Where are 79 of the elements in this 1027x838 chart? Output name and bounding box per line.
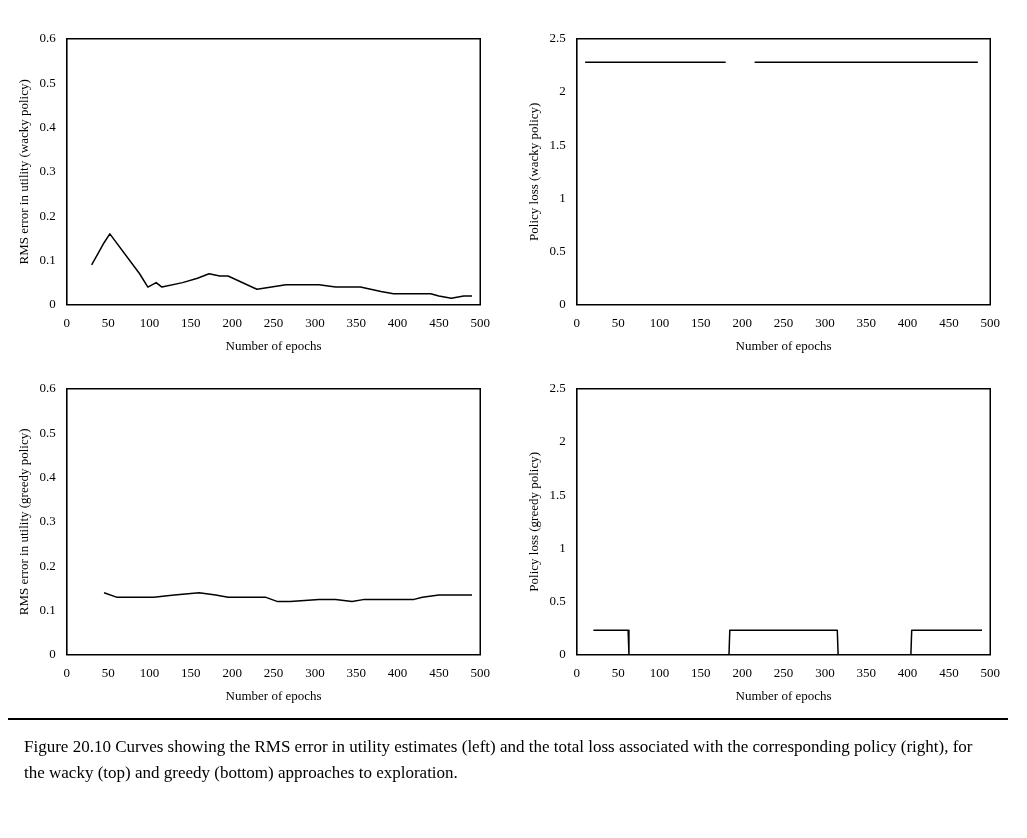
x-tick-label: 100 — [139, 315, 160, 331]
x-tick-label: 250 — [263, 665, 284, 681]
y-tick-label: 0.2 — [39, 207, 56, 223]
x-tick-label: 300 — [305, 315, 325, 331]
x-tick-label: 100 — [649, 315, 670, 331]
y-tick-label: 0 — [49, 296, 56, 312]
x-tick-label: 350 — [346, 315, 366, 331]
y-tick-label: 0.5 — [549, 593, 566, 609]
y-tick-label: 0 — [559, 296, 566, 312]
x-tick-label: 500 — [470, 665, 490, 681]
y-tick-label: 2 — [559, 433, 566, 449]
x-tick-label: 150 — [181, 315, 201, 331]
x-axis-title: Number of epochs — [225, 337, 322, 353]
x-tick-label: 500 — [980, 665, 1000, 681]
y-tick-label: 1 — [559, 189, 566, 205]
x-tick-label: 400 — [387, 665, 408, 681]
y-tick-label: 0.1 — [39, 251, 56, 267]
x-tick-label: 350 — [856, 665, 876, 681]
y-tick-label: 2 — [559, 83, 566, 99]
x-tick-label: 350 — [856, 315, 876, 331]
y-tick-label: 0.3 — [39, 513, 56, 529]
x-tick-label: 400 — [897, 665, 918, 681]
y-axis-title: RMS error in utility (greedy policy) — [16, 428, 32, 616]
y-tick-label: 0.5 — [39, 74, 56, 90]
x-tick-label: 400 — [387, 315, 408, 331]
y-tick-label: 0.5 — [39, 424, 56, 440]
y-tick-label: 0.4 — [39, 468, 57, 484]
x-tick-label: 200 — [732, 665, 752, 681]
x-tick-label: 300 — [815, 315, 835, 331]
x-tick-label: 450 — [429, 665, 449, 681]
x-tick-label: 0 — [573, 315, 581, 331]
x-tick-label: 250 — [773, 315, 794, 331]
y-tick-label: 1 — [559, 539, 566, 555]
x-tick-label: 350 — [346, 665, 366, 681]
y-tick-label: 2.5 — [549, 380, 566, 396]
x-tick-label: 200 — [732, 315, 752, 331]
y-tick-label: 0 — [49, 646, 56, 662]
y-tick-label: 0.5 — [549, 243, 566, 259]
x-tick-label: 250 — [773, 665, 794, 681]
x-tick-label: 0 — [63, 315, 71, 331]
x-tick-label: 50 — [611, 315, 625, 331]
x-tick-label: 100 — [139, 665, 160, 681]
x-tick-label: 450 — [939, 315, 959, 331]
x-axis-title: Number of epochs — [225, 687, 322, 703]
x-tick-label: 450 — [429, 315, 449, 331]
x-tick-label: 0 — [63, 665, 71, 681]
x-tick-label: 450 — [939, 665, 959, 681]
y-tick-label: 0.6 — [39, 30, 57, 46]
y-tick-label: 0.6 — [39, 380, 57, 396]
x-tick-label: 500 — [470, 315, 490, 331]
y-tick-label: 0.3 — [39, 163, 56, 179]
y-tick-label: 0.2 — [39, 557, 56, 573]
x-axis-title: Number of epochs — [735, 687, 832, 703]
y-axis-title: RMS error in utility (wacky policy) — [16, 79, 32, 265]
x-tick-label: 500 — [980, 315, 1000, 331]
y-tick-label: 1.5 — [549, 136, 566, 152]
y-tick-label: 2.5 — [549, 30, 566, 46]
y-tick-label: 0.4 — [39, 118, 57, 134]
x-tick-label: 50 — [611, 665, 625, 681]
x-tick-label: 50 — [101, 315, 115, 331]
x-axis-title: Number of epochs — [735, 337, 832, 353]
x-tick-label: 150 — [181, 665, 201, 681]
x-tick-label: 300 — [815, 665, 835, 681]
x-tick-label: 200 — [222, 665, 242, 681]
x-tick-label: 150 — [691, 315, 711, 331]
y-tick-label: 1.5 — [549, 486, 566, 502]
x-tick-label: 300 — [305, 665, 325, 681]
x-tick-label: 200 — [222, 315, 242, 331]
x-tick-label: 50 — [101, 665, 115, 681]
y-tick-label: 0 — [559, 646, 566, 662]
x-tick-label: 150 — [691, 665, 711, 681]
y-axis-title: Policy loss (wacky policy) — [526, 102, 542, 241]
y-axis-title: Policy loss (greedy policy) — [526, 451, 542, 592]
caption: Figure 20.10 Curves showing the RMS error in utility estimates (left) and the total loss associated with the corresponding policy (right), for the wacky (top) and greedy (bottom) approaches to exploration. — [8, 718, 1008, 799]
x-tick-label: 0 — [573, 665, 581, 681]
x-tick-label: 250 — [263, 315, 284, 331]
y-tick-label: 0.1 — [39, 601, 56, 617]
x-tick-label: 400 — [897, 315, 918, 331]
x-tick-label: 100 — [649, 665, 670, 681]
